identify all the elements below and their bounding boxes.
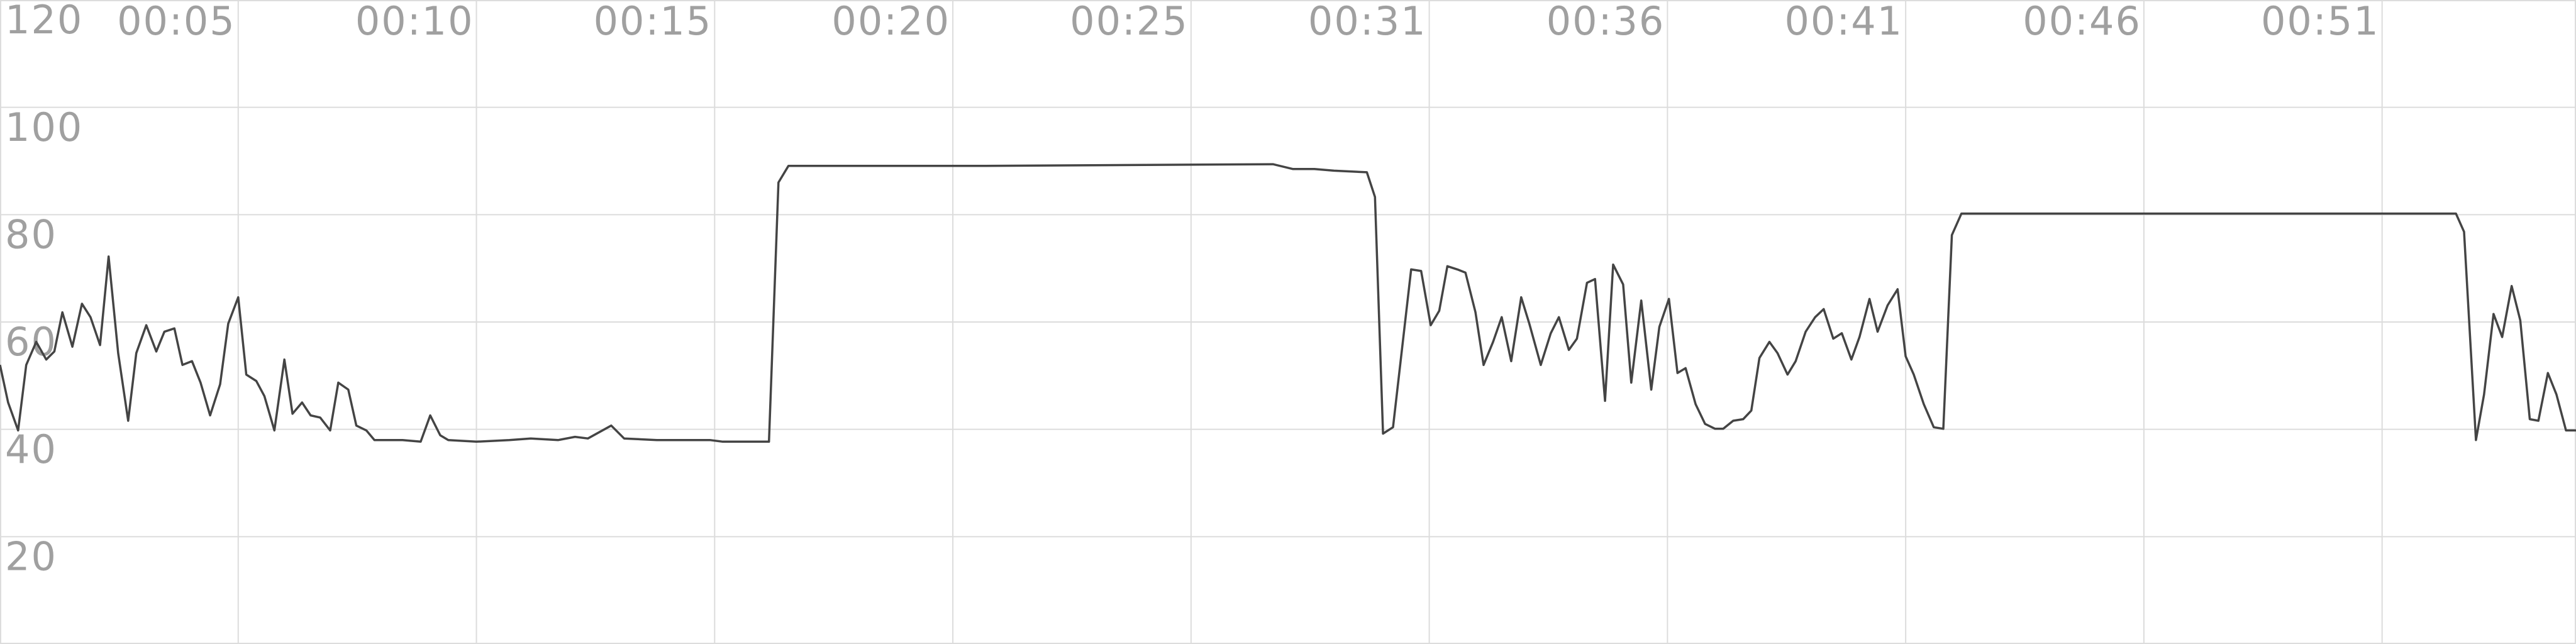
x-tick-label: 00:05 (117, 0, 236, 44)
y-tick-label: 80 (5, 211, 57, 257)
x-tick-label: 00:51 (2261, 0, 2380, 44)
x-tick-label: 00:46 (2023, 0, 2141, 44)
x-tick-label: 00:36 (1546, 0, 1665, 44)
x-tick-label: 00:15 (594, 0, 713, 44)
y-tick-label: 100 (5, 104, 83, 150)
x-tick-label: 00:25 (1070, 0, 1189, 44)
x-tick-label: 00:31 (1308, 0, 1427, 44)
y-tick-label: 40 (5, 426, 57, 472)
x-tick-label: 00:41 (1784, 0, 1903, 44)
data-line (0, 163, 2576, 443)
x-tick-label: 00:10 (355, 0, 474, 44)
x-tick-label: 00:20 (831, 0, 950, 44)
y-tick-label: 120 (5, 0, 83, 43)
y-tick-label: 20 (5, 533, 57, 579)
